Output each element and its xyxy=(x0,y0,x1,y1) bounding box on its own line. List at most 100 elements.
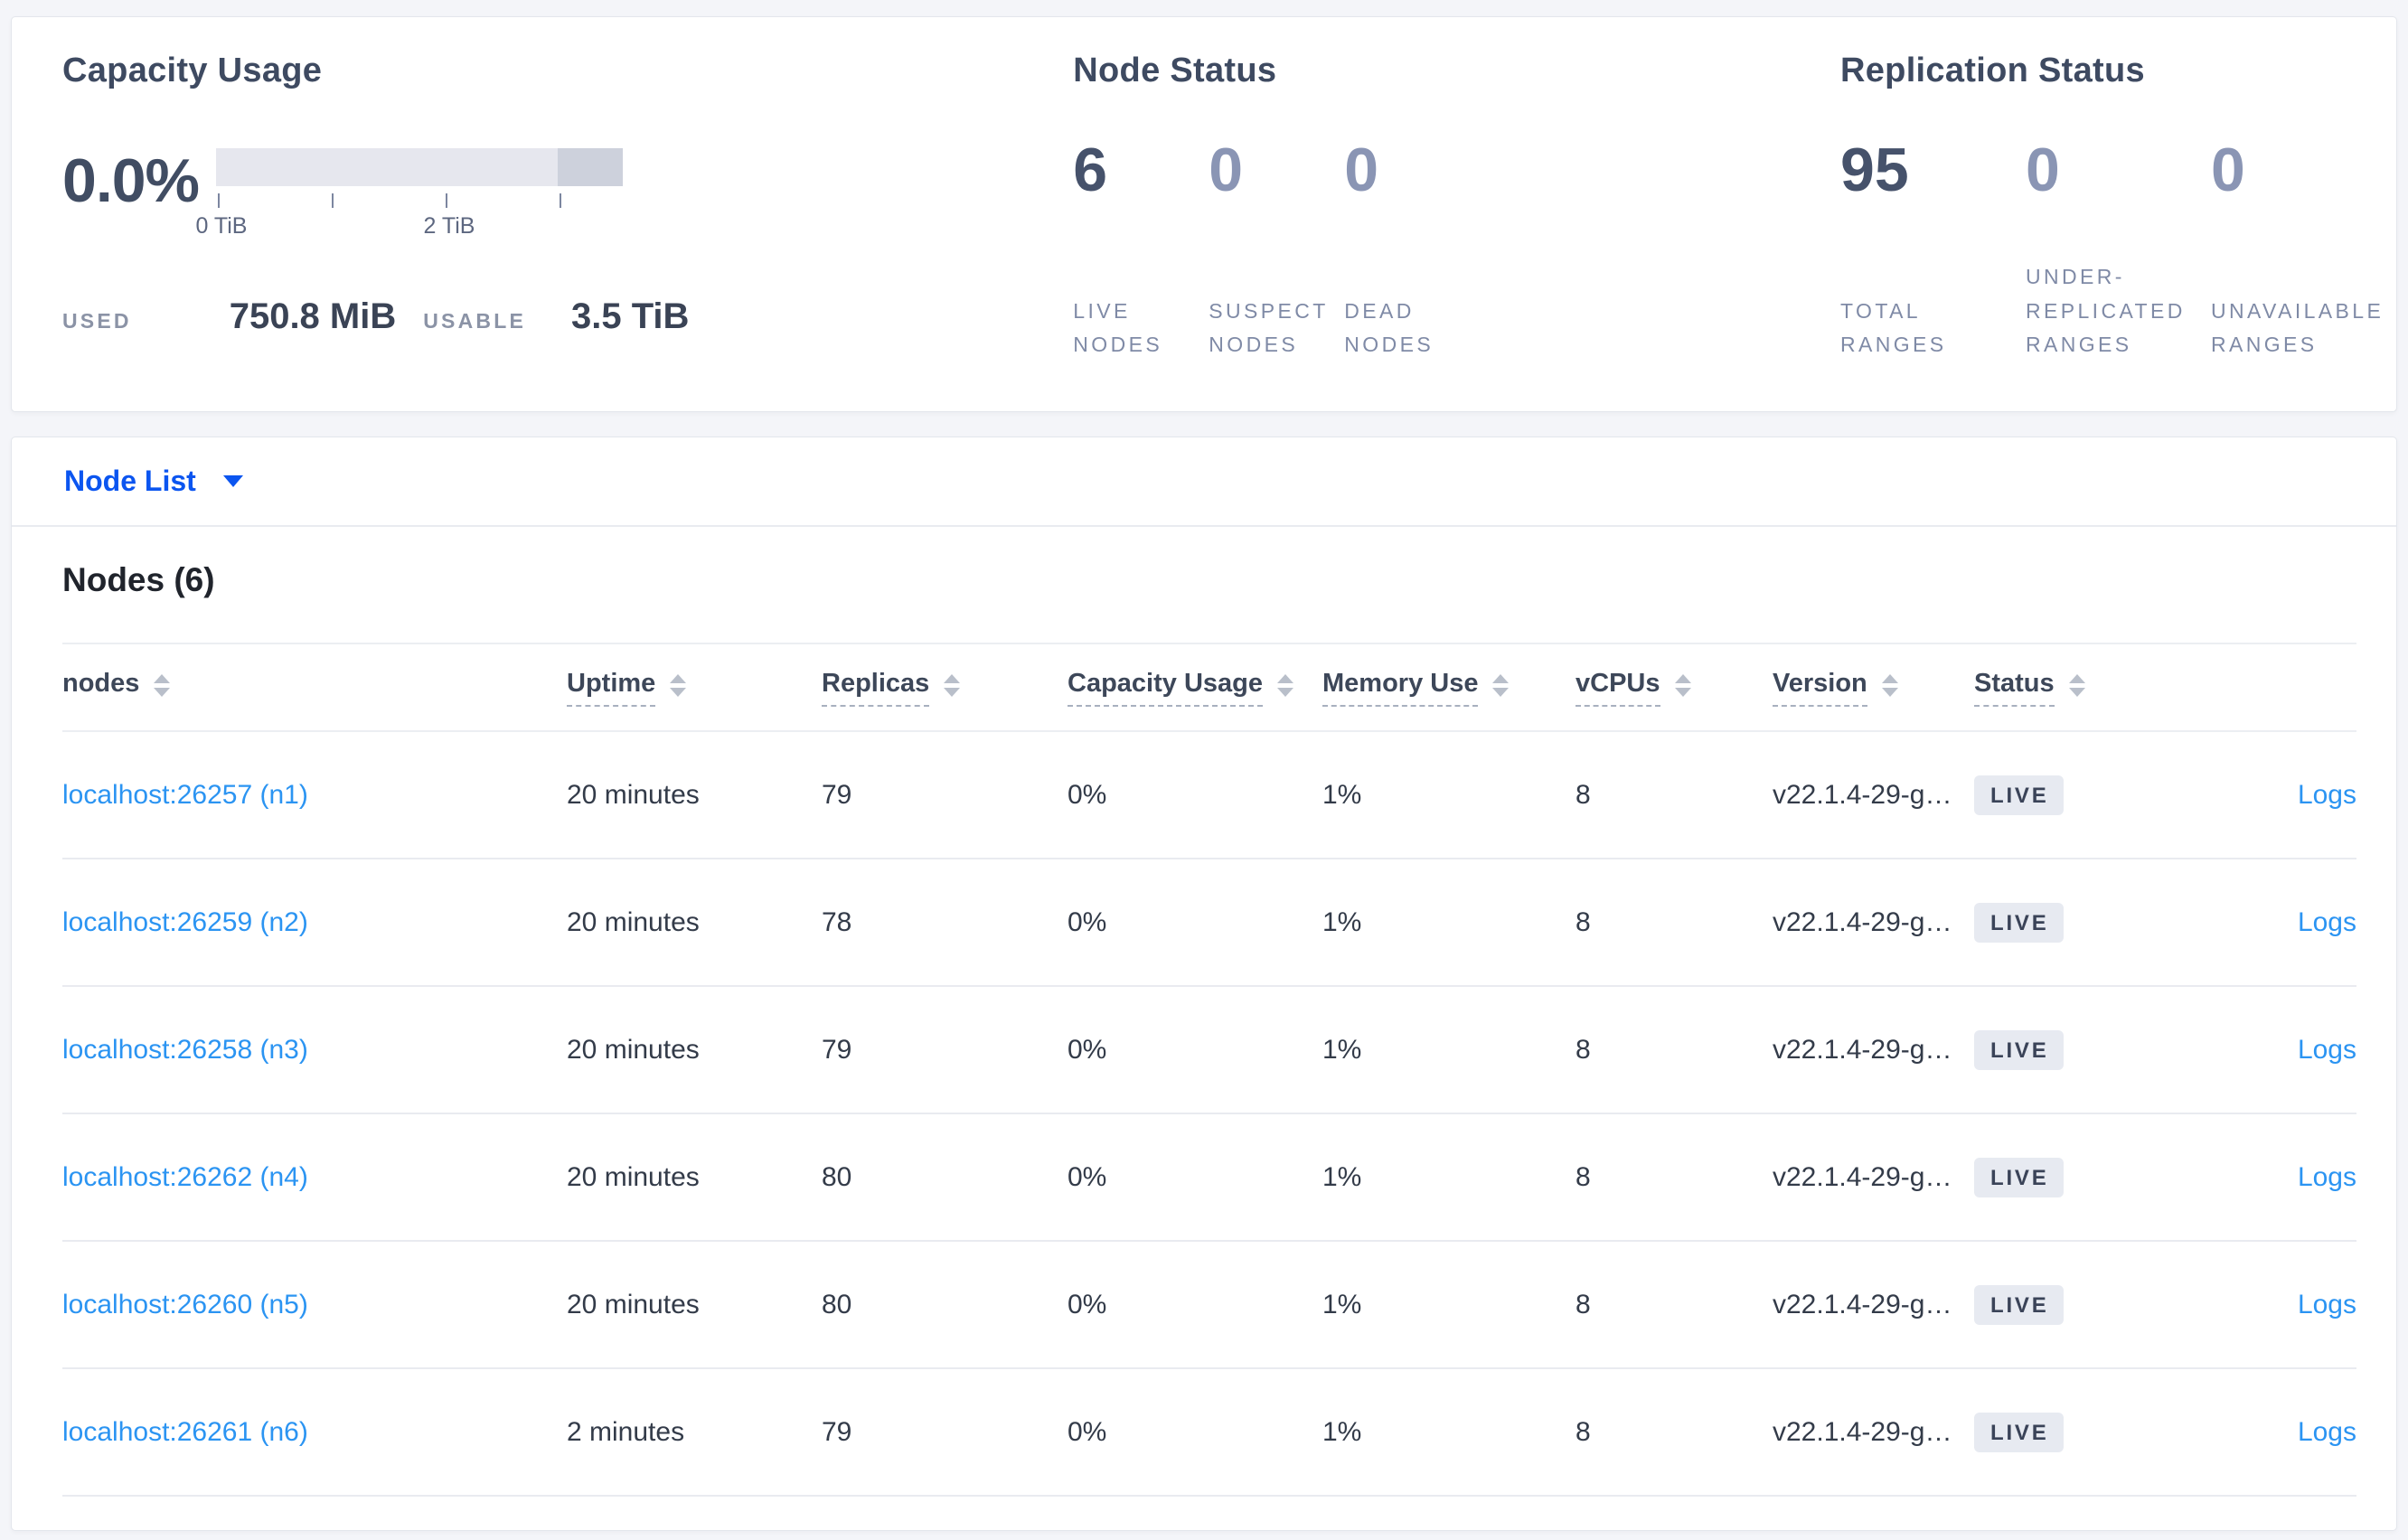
capacity-bar-chart: 0 TiB 2 TiB xyxy=(196,148,623,239)
capacity-usage-cell: 0% xyxy=(1068,906,1107,937)
axis-tick-label: 0 TiB xyxy=(195,213,248,239)
logs-link[interactable]: Logs xyxy=(2297,1416,2356,1447)
axis-tick xyxy=(332,193,334,208)
column-header-version[interactable]: Version xyxy=(1773,669,1974,707)
status-cell: LIVE xyxy=(1974,902,2227,943)
capacity-usage-title: Capacity Usage xyxy=(62,52,323,89)
memory-use-cell: 1% xyxy=(1322,779,1362,810)
column-header-uptime[interactable]: Uptime xyxy=(567,669,822,707)
sort-icon[interactable] xyxy=(1674,674,1691,697)
status-cell: LIVE xyxy=(1974,1157,2227,1197)
stat-live-nodes: 6 LIVE NODES xyxy=(1073,139,1209,362)
node-row: localhost:26258 (n3) 20 minutes 79 0% 1% 8 v22… xyxy=(62,987,2356,1114)
logs-link[interactable]: Logs xyxy=(2297,1161,2356,1192)
status-badge: LIVE xyxy=(1974,775,2064,815)
sort-down-arrow xyxy=(1492,688,1510,697)
node-list-dropdown[interactable]: Node List xyxy=(64,465,243,498)
column-header-memory-use[interactable]: Memory Use xyxy=(1322,669,1576,707)
sort-up-arrow xyxy=(154,674,171,683)
status-badge: LIVE xyxy=(1974,1412,2064,1452)
axis-tick xyxy=(446,193,447,208)
logs-cell: Logs xyxy=(2227,1162,2356,1193)
node-address-cell: localhost:26259 (n2) xyxy=(62,907,567,938)
stat-label: TOTAL RANGES xyxy=(1840,298,1947,356)
sort-down-arrow xyxy=(1277,688,1293,697)
sort-up-arrow xyxy=(1277,674,1293,683)
column-label: Capacity Usage xyxy=(1068,669,1263,707)
logs-link[interactable]: Logs xyxy=(2297,906,2356,937)
vcpus-cell: 8 xyxy=(1576,779,1591,810)
node-address-cell: localhost:26260 (n5) xyxy=(62,1290,567,1320)
sort-icon[interactable] xyxy=(154,674,171,697)
replicas-cell: 78 xyxy=(822,906,852,937)
stat-under-replicated-ranges: 0 UNDER-REPLICATED RANGES xyxy=(2026,139,2211,362)
node-list-dropdown-label: Node List xyxy=(64,465,196,497)
node-row: localhost:26261 (n6) 2 minutes 79 0% 1% 8 v22.… xyxy=(62,1369,2356,1497)
sort-icon[interactable] xyxy=(944,674,961,697)
logs-link[interactable]: Logs xyxy=(2297,779,2356,810)
sort-icon[interactable] xyxy=(1881,674,1898,697)
sort-up-arrow xyxy=(2068,674,2085,683)
node-link[interactable]: localhost:26257 (n1) xyxy=(62,779,308,810)
nodes-table-header-row: nodes Uptime Replicas Capacity Usage Memory … xyxy=(62,644,2356,732)
column-header-nodes[interactable]: nodes xyxy=(62,669,567,707)
sort-down-arrow xyxy=(1674,688,1691,697)
sort-icon[interactable] xyxy=(1277,674,1293,697)
version-cell: v22.1.4-29-g… xyxy=(1773,1289,1952,1319)
column-header-capacity-usage[interactable]: Capacity Usage xyxy=(1068,669,1322,707)
node-link[interactable]: localhost:26258 (n3) xyxy=(62,1034,308,1065)
version-cell: v22.1.4-29-g… xyxy=(1773,1034,1952,1065)
node-link[interactable]: localhost:26260 (n5) xyxy=(62,1289,308,1319)
column-label: Status xyxy=(1974,669,2055,707)
node-link[interactable]: localhost:26259 (n2) xyxy=(62,906,308,937)
sort-icon[interactable] xyxy=(1492,674,1510,697)
column-header-replicas[interactable]: Replicas xyxy=(822,669,1068,707)
capacity-summary-row: USED 750.8 MiB USABLE 3.5 TiB xyxy=(62,296,1073,337)
stat-label: DEAD NODES xyxy=(1344,298,1434,356)
node-list-header: Node List xyxy=(12,437,2396,527)
stat-value: 0 xyxy=(1344,136,1379,204)
node-row: localhost:26260 (n5) 20 minutes 80 0% 1% 8 v22… xyxy=(62,1242,2356,1369)
node-link[interactable]: localhost:26262 (n4) xyxy=(62,1161,308,1192)
capacity-bar-dark-segment xyxy=(558,148,623,186)
logs-cell: Logs xyxy=(2227,1290,2356,1320)
status-badge: LIVE xyxy=(1974,1284,2064,1325)
uptime-cell: 20 minutes xyxy=(567,906,700,937)
column-header-status[interactable]: Status xyxy=(1974,669,2227,707)
vcpus-cell: 8 xyxy=(1576,1161,1591,1192)
used-label: USED xyxy=(62,309,132,333)
nodes-table-title: Nodes (6) xyxy=(62,561,215,598)
sort-icon[interactable] xyxy=(2068,674,2085,697)
logs-cell: Logs xyxy=(2227,1035,2356,1066)
status-cell: LIVE xyxy=(1974,1284,2227,1325)
vcpus-cell: 8 xyxy=(1576,1034,1591,1065)
column-label: vCPUs xyxy=(1576,669,1660,707)
memory-use-cell: 1% xyxy=(1322,1289,1362,1319)
chevron-down-icon xyxy=(222,475,243,487)
column-header-vcpus[interactable]: vCPUs xyxy=(1576,669,1773,707)
axis-tick xyxy=(560,193,561,208)
capacity-usage-cell: 0% xyxy=(1068,1416,1107,1447)
capacity-usage-section: Capacity Usage 0.0% 0 TiB 2 TiB xyxy=(62,52,1073,411)
logs-link[interactable]: Logs xyxy=(2297,1034,2356,1065)
status-cell: LIVE xyxy=(1974,1412,2227,1452)
sort-icon[interactable] xyxy=(670,674,687,697)
axis-tick xyxy=(218,193,220,208)
sort-down-arrow xyxy=(1881,688,1898,697)
node-link[interactable]: localhost:26261 (n6) xyxy=(62,1416,308,1447)
column-label: Uptime xyxy=(567,669,656,707)
column-label: Replicas xyxy=(822,669,930,707)
node-status-title: Node Status xyxy=(1073,52,1277,89)
sort-up-arrow xyxy=(1674,674,1691,683)
logs-link[interactable]: Logs xyxy=(2297,1289,2356,1319)
sort-up-arrow xyxy=(1881,674,1898,683)
stat-label: UNAVAILABLE RANGES xyxy=(2211,298,2384,356)
capacity-percent: 0.0% xyxy=(62,146,200,215)
stat-value: 95 xyxy=(1840,136,1909,204)
stat-unavailable-ranges: 0 UNAVAILABLE RANGES xyxy=(2211,139,2396,362)
logs-cell: Logs xyxy=(2227,1417,2356,1448)
stat-value: 0 xyxy=(2211,136,2245,204)
memory-use-cell: 1% xyxy=(1322,1034,1362,1065)
uptime-cell: 2 minutes xyxy=(567,1416,685,1447)
divider xyxy=(62,643,2356,644)
